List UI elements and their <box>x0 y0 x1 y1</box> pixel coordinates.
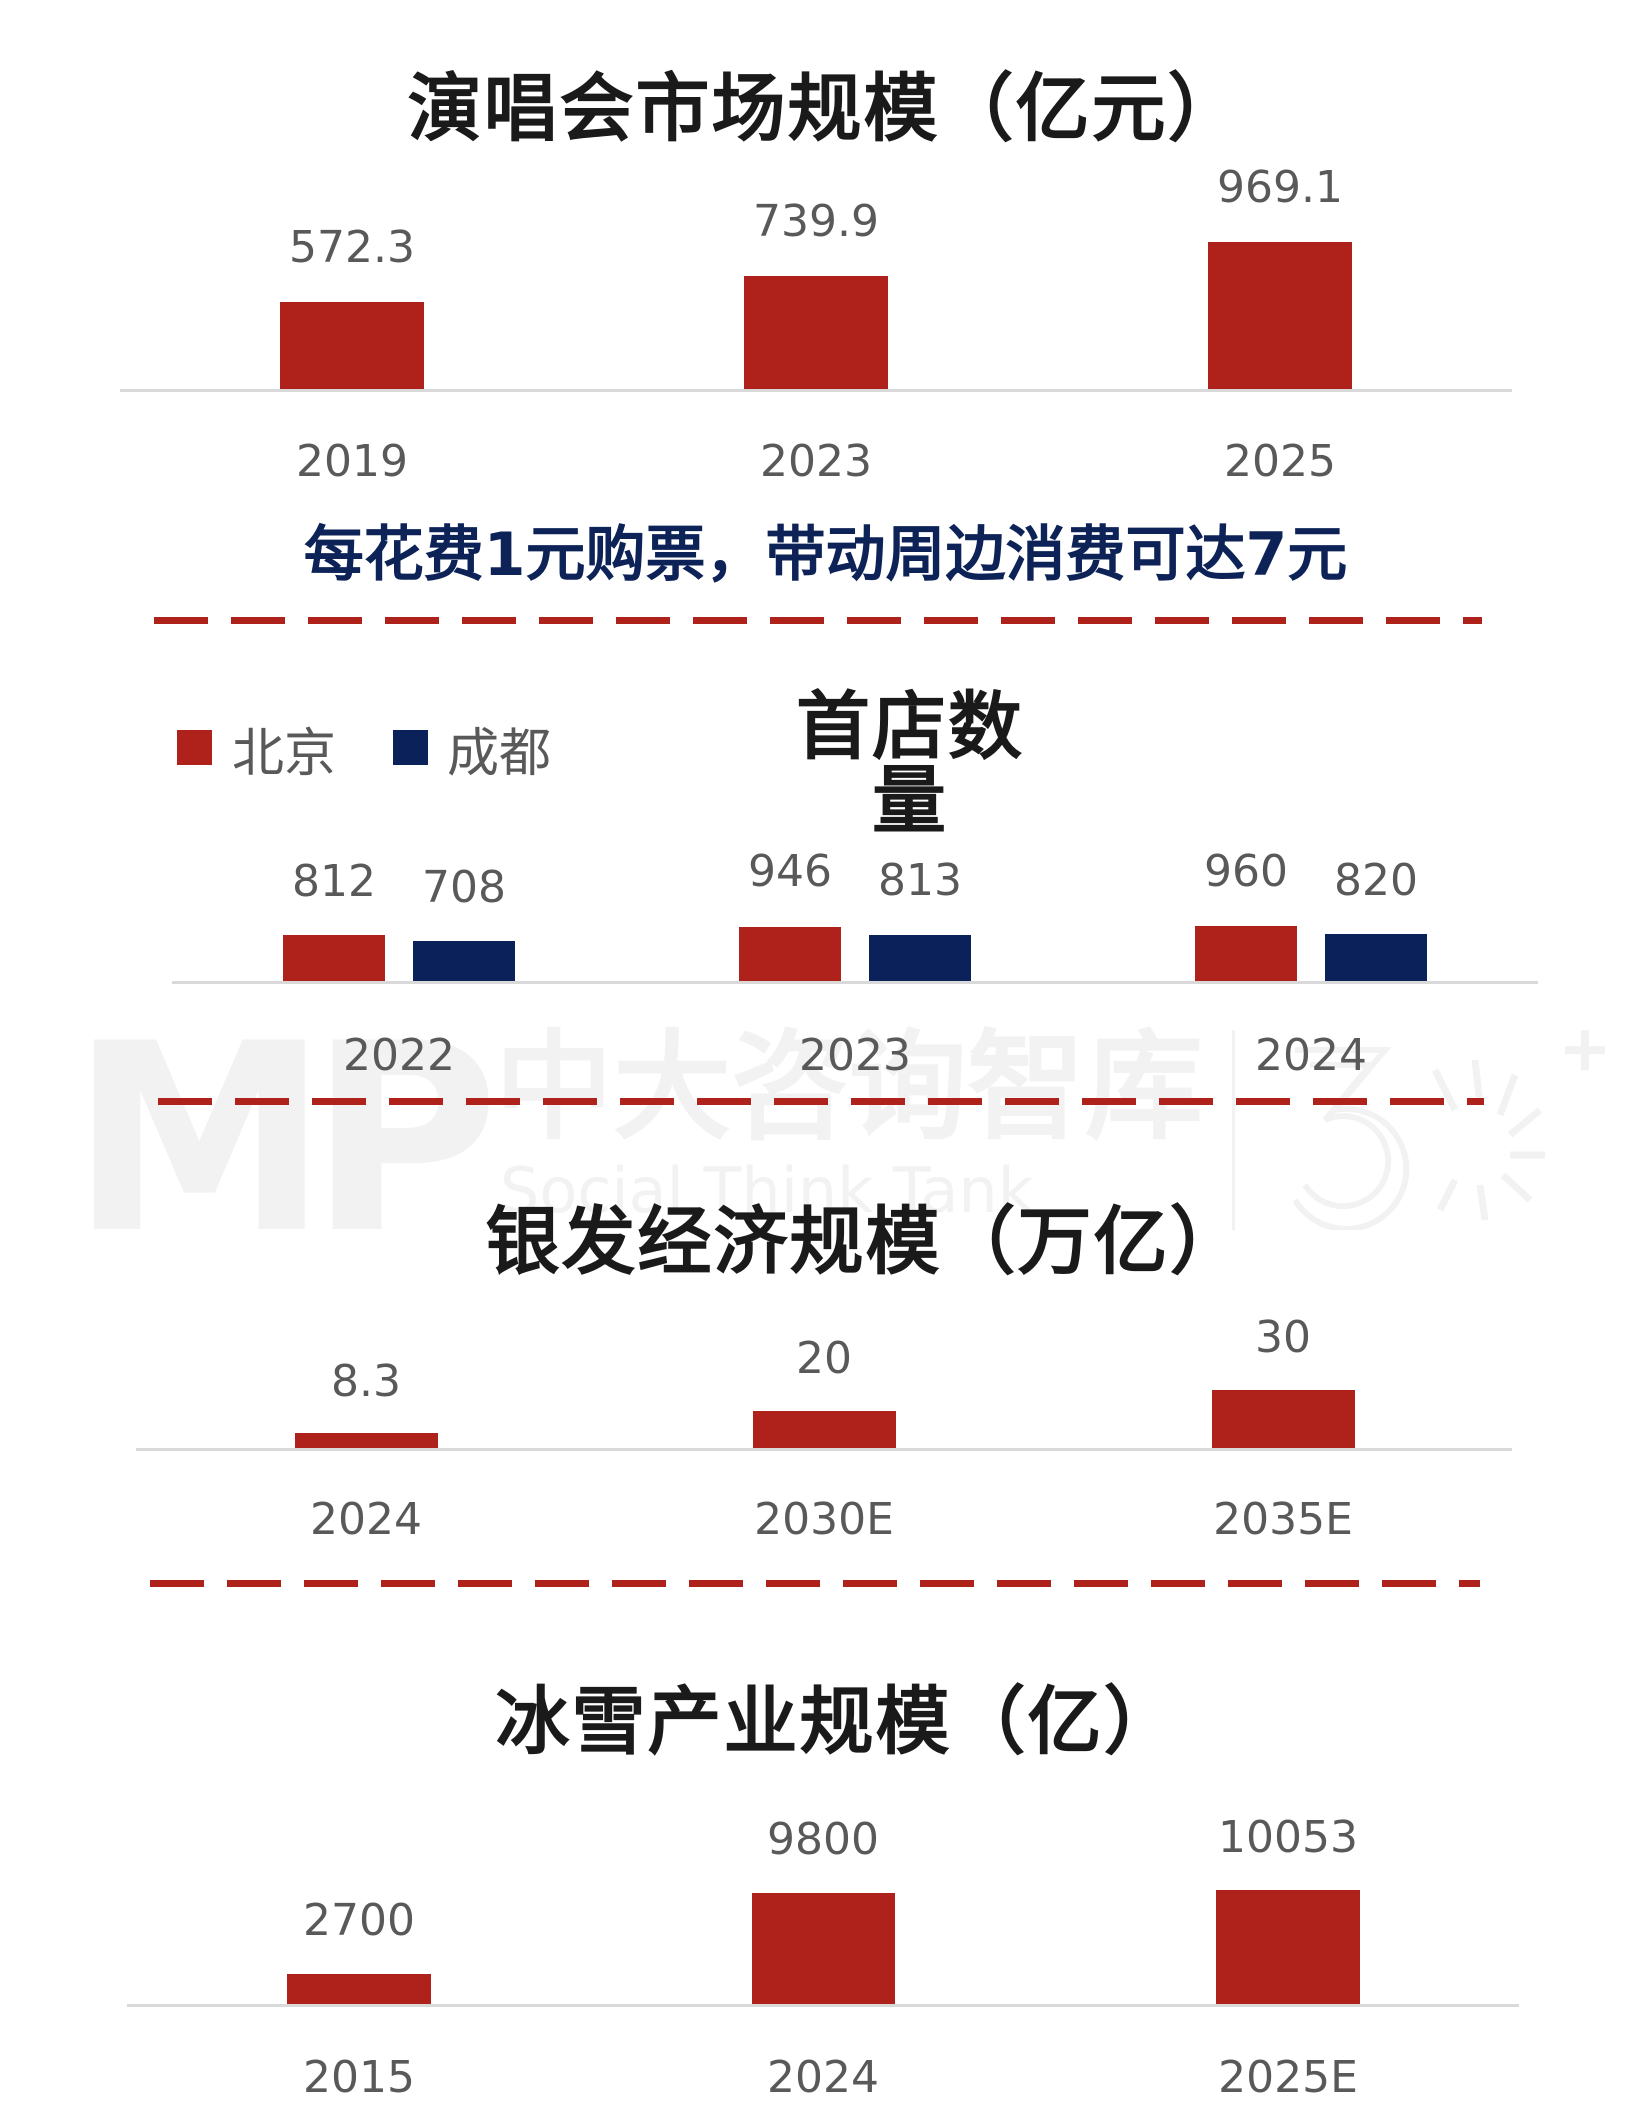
chengdu-bar-2023 <box>869 935 971 982</box>
watermark-logo: MP <box>70 989 499 1291</box>
concert-x-tick: 2019 <box>296 436 408 487</box>
silver-economy-chart-title: 银发经济规模（万亿） <box>485 1199 1246 1285</box>
ice-snow-bar-2024 <box>752 1893 895 2005</box>
watermark-en: Social Think Tank <box>500 1154 1034 1227</box>
ice-snow-bar-2025e <box>1216 1890 1360 2005</box>
section-divider <box>158 1098 1484 1105</box>
ice-snow-x-tick: 2015 <box>303 2052 415 2103</box>
ice-snow-value-label: 9800 <box>767 1814 879 1865</box>
concert-x-tick: 2025 <box>1224 436 1336 487</box>
chengdu-bar-2022 <box>413 941 515 982</box>
first-store-chart-title: 首店数量 <box>796 684 1024 844</box>
silver-value-label: 30 <box>1255 1312 1311 1363</box>
silver-bar-2035e <box>1212 1390 1355 1449</box>
silver-x-tick: 2035E <box>1213 1494 1353 1545</box>
first-store-x-axis <box>172 981 1538 984</box>
concert-x-tick: 2023 <box>760 436 872 487</box>
section-divider <box>150 1580 1480 1587</box>
ice-snow-value-label: 10053 <box>1218 1812 1358 1863</box>
beijing-bar-2024 <box>1195 926 1297 982</box>
beijing-value-label: 812 <box>292 856 376 907</box>
beijing-value-label: 960 <box>1204 846 1288 897</box>
silver-x-axis <box>136 1448 1512 1451</box>
chengdu-value-label: 708 <box>422 862 506 913</box>
ice-snow-bar-2015 <box>287 1974 431 2005</box>
concert-bar-2019 <box>280 302 424 390</box>
concert-bar-2023 <box>744 276 888 390</box>
chengdu-value-label: 813 <box>878 855 962 906</box>
beijing-value-label: 946 <box>748 846 832 897</box>
concert-chart-title: 演唱会市场规模（亿元） <box>407 66 1244 152</box>
legend-chengdu-swatch <box>393 730 428 765</box>
ice-snow-x-tick: 2025E <box>1218 2052 1358 2103</box>
first-store-x-tick: 2023 <box>799 1030 911 1081</box>
concert-x-axis <box>120 389 1512 392</box>
legend-beijing-swatch <box>177 730 212 765</box>
silver-x-tick: 2030E <box>754 1494 894 1545</box>
legend-beijing-label: 北京 <box>232 724 337 784</box>
silver-value-label: 8.3 <box>331 1356 401 1407</box>
concert-value-label: 572.3 <box>289 222 415 273</box>
first-store-x-tick: 2022 <box>343 1030 455 1081</box>
ice-snow-value-label: 2700 <box>303 1895 415 1946</box>
legend-chengdu-label: 成都 <box>447 724 552 784</box>
watermark-emblem-icon <box>1275 1030 1605 1232</box>
watermark-cn: 中大咨询智库 <box>495 1018 1204 1156</box>
silver-bar-2030e <box>753 1411 896 1449</box>
first-store-x-tick: 2024 <box>1255 1030 1367 1081</box>
silver-bar-2024 <box>295 1433 438 1449</box>
ice-snow-chart-title: 冰雪产业规模（亿） <box>495 1679 1180 1765</box>
beijing-bar-2022 <box>283 935 385 982</box>
watermark-divider <box>1232 1030 1235 1230</box>
silver-x-tick: 2024 <box>310 1494 422 1545</box>
section-divider <box>154 617 1482 624</box>
silver-value-label: 20 <box>796 1333 852 1384</box>
concert-value-label: 969.1 <box>1217 162 1343 213</box>
concert-bar-2025 <box>1208 242 1352 390</box>
chengdu-bar-2024 <box>1325 934 1427 982</box>
chengdu-value-label: 820 <box>1334 855 1418 906</box>
ice-snow-x-axis <box>127 2004 1519 2007</box>
concert-value-label: 739.9 <box>753 196 879 247</box>
concert-spending-note: 每花费1元购票，带动周边消费可达7元 <box>303 520 1348 590</box>
beijing-bar-2023 <box>739 927 841 982</box>
ice-snow-x-tick: 2024 <box>767 2052 879 2103</box>
